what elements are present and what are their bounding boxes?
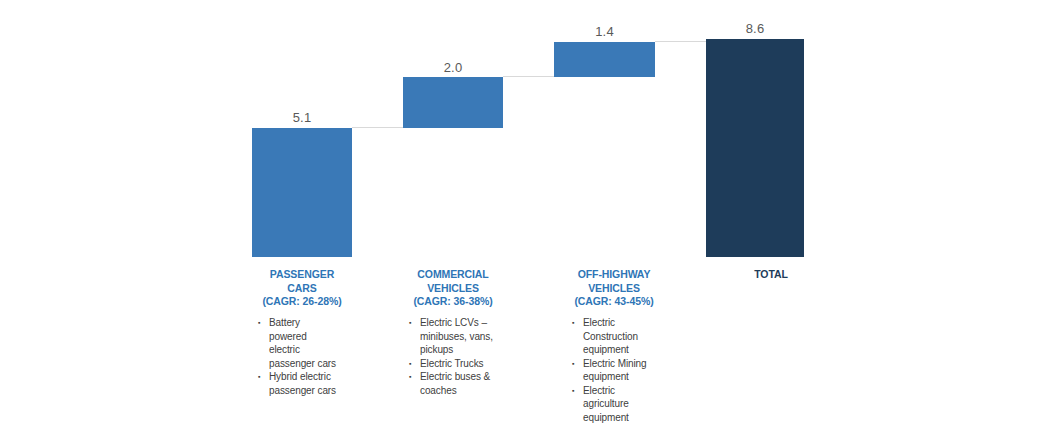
square-bullet-icon: ▪ (409, 357, 420, 371)
list-item: ▪Electric agriculture equipment (572, 384, 653, 425)
category-label-commercial-vehicles: COMMERCIAL VEHICLES (CAGR: 36-38%) (403, 268, 503, 309)
waterfall-chart: 5.1 2.0 1.4 8.6 PASSENGER CARS (CAGR: 26… (0, 0, 1062, 442)
list-item: ▪Battery powered electric passenger cars (258, 316, 340, 370)
square-bullet-icon: ▪ (409, 316, 420, 330)
list-item-text: Hybrid electric passenger cars (269, 370, 340, 397)
square-bullet-icon: ▪ (572, 357, 583, 371)
category-label-total: TOTAL (706, 268, 836, 282)
square-bullet-icon: ▪ (572, 384, 583, 398)
list-item: ▪Hybrid electric passenger cars (258, 370, 340, 397)
list-item: ▪Electric Mining equipment (572, 357, 653, 384)
connector-line-2 (503, 76, 554, 77)
list-item: ▪Electric LCVs – minibuses, vans, pickup… (409, 316, 498, 357)
commercial-vehicles-item-list: ▪Electric LCVs – minibuses, vans, pickup… (409, 316, 498, 397)
list-item-text: Electric Construction equipment (583, 316, 653, 357)
square-bullet-icon: ▪ (258, 316, 269, 330)
connector-line-3 (655, 41, 706, 42)
list-item-text: Electric buses & coaches (420, 370, 498, 397)
off-highway-vehicles-item-list: ▪Electric Construction equipment▪Electri… (572, 316, 653, 424)
category-label-off-highway-vehicles: OFF-HIGHWAY VEHICLES (CAGR: 43-45%) (559, 268, 669, 309)
value-label-passenger-cars: 5.1 (252, 110, 352, 125)
list-item-text: Battery powered electric passenger cars (269, 316, 340, 370)
list-item: ▪Electric Construction equipment (572, 316, 653, 357)
passenger-cars-item-list: ▪Battery powered electric passenger cars… (258, 316, 340, 397)
value-label-commercial-vehicles: 2.0 (403, 60, 503, 75)
list-item-text: Electric agriculture equipment (583, 384, 653, 425)
list-item: ▪Electric buses & coaches (409, 370, 498, 397)
square-bullet-icon: ▪ (258, 370, 269, 384)
value-label-total: 8.6 (706, 21, 804, 36)
bar-commercial-vehicles (403, 77, 503, 128)
bar-off-highway-vehicles (554, 42, 655, 77)
list-item: ▪Electric Trucks (409, 357, 498, 371)
square-bullet-icon: ▪ (409, 370, 420, 384)
square-bullet-icon: ▪ (572, 316, 583, 330)
bar-total (706, 39, 804, 257)
connector-line-1 (352, 127, 403, 128)
value-label-off-highway-vehicles: 1.4 (554, 24, 655, 39)
bar-passenger-cars (252, 128, 352, 257)
list-item-text: Electric Trucks (420, 357, 498, 371)
list-item-text: Electric LCVs – minibuses, vans, pickups (420, 316, 498, 357)
category-label-passenger-cars: PASSENGER CARS (CAGR: 26-28%) (252, 268, 352, 309)
list-item-text: Electric Mining equipment (583, 357, 653, 384)
